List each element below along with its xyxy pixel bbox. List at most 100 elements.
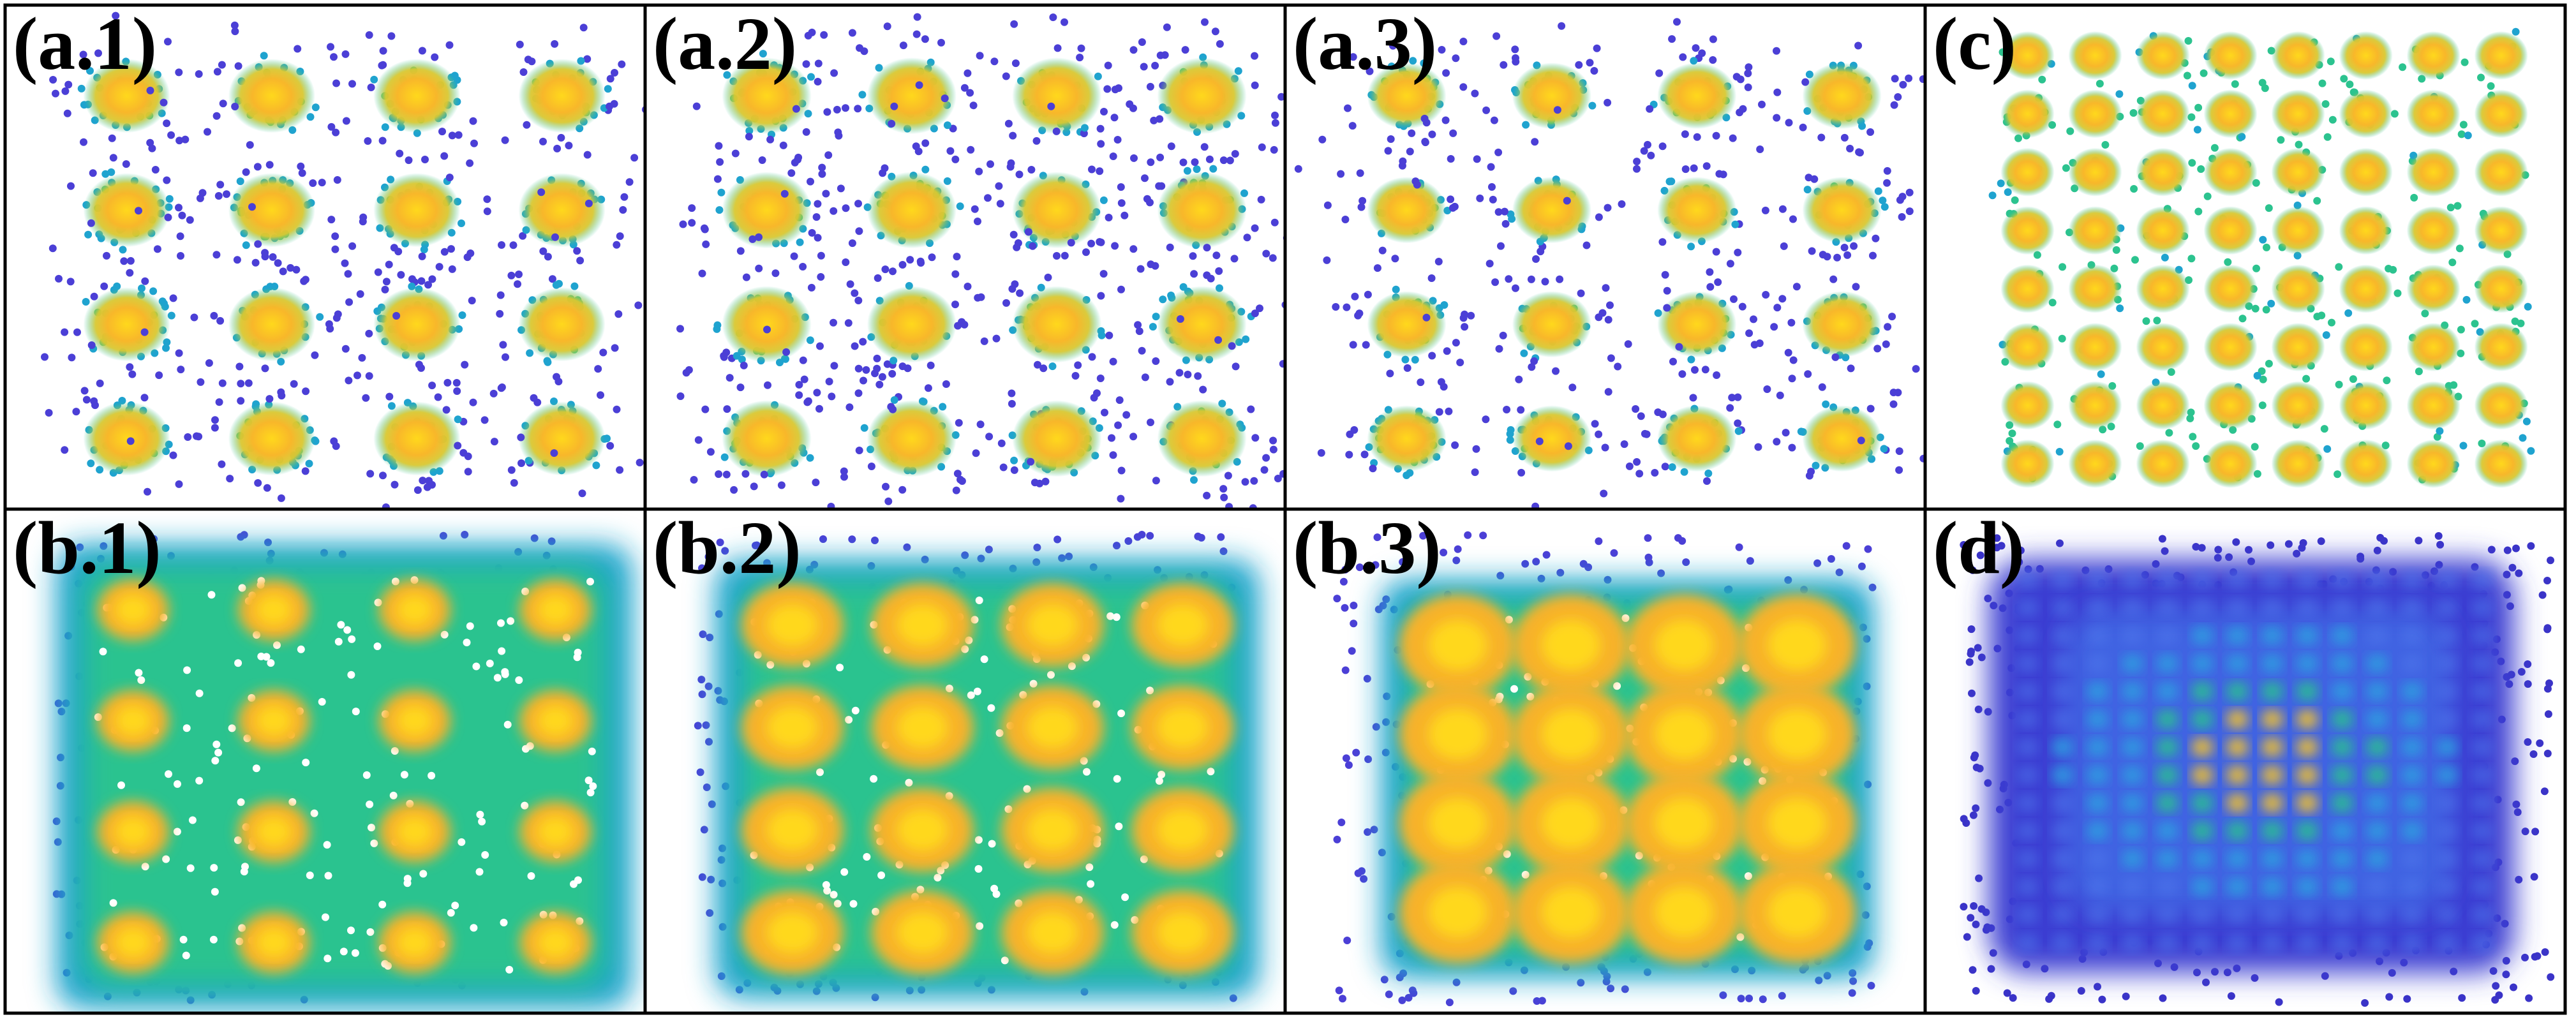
- point: [794, 153, 803, 161]
- point: [1495, 345, 1503, 353]
- point: [676, 325, 684, 333]
- point: [2188, 82, 2196, 90]
- point: [698, 269, 706, 278]
- point: [1270, 145, 1278, 154]
- point: [1108, 434, 1115, 442]
- point: [985, 433, 994, 441]
- point: [2251, 443, 2259, 451]
- point: [927, 361, 935, 369]
- point: [1343, 303, 1351, 311]
- point: [967, 691, 975, 699]
- point: [1894, 93, 1902, 101]
- point: [1899, 80, 1907, 89]
- point: [52, 89, 59, 98]
- point: [716, 158, 724, 166]
- point: [2346, 80, 2354, 89]
- point: [155, 371, 163, 380]
- point: [2547, 973, 2555, 981]
- point: [378, 61, 386, 70]
- point: [1269, 254, 1277, 262]
- point: [736, 247, 745, 255]
- point: [2513, 808, 2522, 816]
- point: [1840, 133, 1849, 142]
- point: [2323, 445, 2332, 453]
- point: [1065, 553, 1073, 561]
- point: [1912, 365, 1920, 373]
- point: [1351, 292, 1359, 301]
- point: [2136, 442, 2144, 450]
- point: [374, 268, 382, 276]
- point: [365, 329, 373, 338]
- point: [1260, 466, 1269, 474]
- point: [252, 764, 260, 773]
- point: [1512, 54, 1519, 62]
- point: [470, 139, 478, 147]
- point: [928, 253, 936, 262]
- point: [1693, 133, 1701, 141]
- point: [570, 282, 579, 290]
- point: [715, 142, 723, 150]
- point: [167, 131, 175, 139]
- cluster: [537, 816, 574, 847]
- point: [1421, 138, 1429, 147]
- point: [578, 489, 586, 498]
- point: [2547, 556, 2554, 565]
- cluster: [2474, 264, 2528, 313]
- point: [939, 403, 947, 411]
- point: [1220, 493, 1228, 501]
- point: [537, 188, 546, 197]
- point: [1898, 193, 1907, 201]
- cluster: [396, 816, 433, 847]
- point: [2214, 545, 2222, 554]
- point: [341, 259, 349, 267]
- point: [279, 267, 287, 276]
- point: [1061, 251, 1069, 260]
- point: [311, 351, 319, 359]
- point: [871, 537, 879, 544]
- point: [1456, 359, 1464, 367]
- point: [803, 398, 812, 406]
- point: [1501, 219, 1510, 228]
- cluster: [83, 173, 170, 248]
- point: [1678, 370, 1686, 378]
- point: [1655, 69, 1664, 77]
- point: [1146, 686, 1154, 695]
- point: [620, 193, 629, 201]
- point: [347, 926, 355, 935]
- point: [1120, 211, 1129, 219]
- point: [1053, 44, 1062, 52]
- point: [237, 798, 245, 806]
- point: [1889, 400, 1898, 408]
- panel-label: (c): [1933, 2, 2016, 85]
- point: [1262, 454, 1270, 462]
- cluster: [722, 286, 812, 363]
- point: [2322, 331, 2330, 339]
- point: [890, 102, 898, 110]
- point: [2224, 258, 2232, 266]
- cluster: [1428, 708, 1487, 760]
- cluster: [2016, 653, 2039, 673]
- point: [2471, 320, 2479, 328]
- point: [466, 159, 474, 167]
- point: [1452, 339, 1460, 347]
- point: [837, 184, 845, 193]
- point: [1706, 283, 1715, 291]
- point: [1819, 251, 1827, 259]
- point: [1392, 285, 1400, 293]
- point: [1385, 990, 1393, 998]
- point: [2161, 547, 2169, 555]
- cluster: [1027, 808, 1078, 851]
- point: [873, 364, 881, 373]
- point: [889, 267, 897, 276]
- point: [1642, 430, 1651, 438]
- point: [584, 776, 593, 785]
- cluster: [1367, 291, 1447, 358]
- point: [716, 538, 724, 547]
- point: [248, 203, 256, 211]
- point: [1350, 602, 1358, 609]
- point: [174, 780, 181, 788]
- point: [2524, 302, 2532, 311]
- point: [1782, 429, 1790, 437]
- point: [1011, 280, 1019, 288]
- point: [1530, 357, 1538, 365]
